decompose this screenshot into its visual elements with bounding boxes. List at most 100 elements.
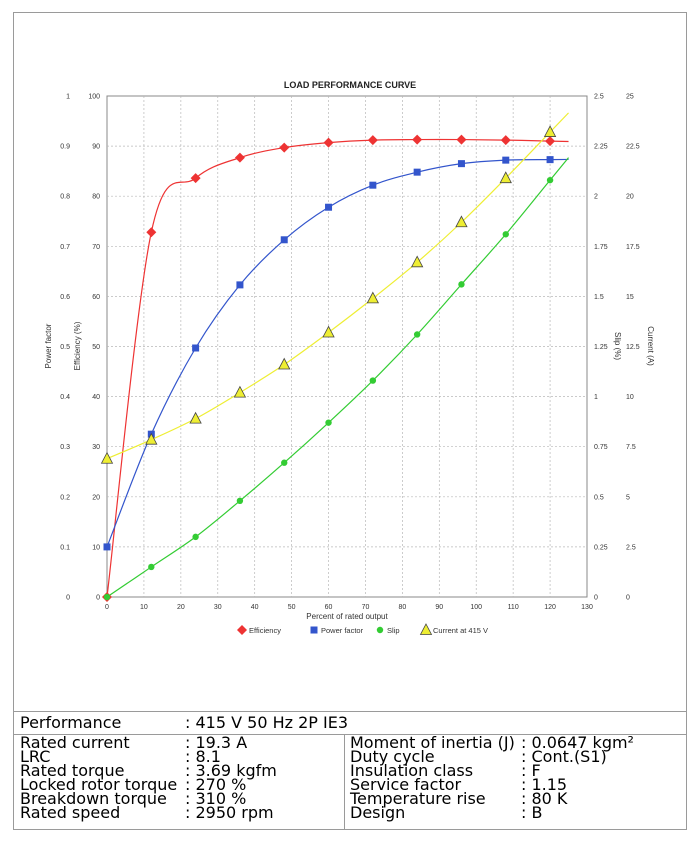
y-tick-label-efficiency: 40 [92,394,100,401]
x-tick-label: 10 [140,604,148,611]
point-efficiency [367,135,378,146]
spec-label: Rated speed [20,803,121,822]
y-tick-label-slip: 0.5 [594,494,604,501]
x-tick-label: 90 [435,604,443,611]
spec-label: Rated torque [20,761,125,780]
point-power-factor [546,156,554,164]
x-axis-label: Percent of rated output [306,612,388,621]
point-efficiency [323,137,334,148]
spec-label: Moment of inertia (J) [350,733,515,752]
legend-marker-slip [376,626,384,634]
y-tick-label-current: 20 [626,194,634,201]
x-tick-label: 70 [362,604,370,611]
x-tick-label: 40 [251,604,259,611]
point-current-at-415-v [100,451,114,464]
y-tick-label-power-factor: 0.6 [60,294,70,301]
y-tick-label-current: 25 [626,94,634,101]
chart-title: LOAD PERFORMANCE CURVE [284,80,416,90]
y-tick-label-power-factor: 0.1 [60,544,70,551]
legend-label-slip: Slip [387,626,400,635]
y-tick-label-efficiency: 0 [96,595,100,602]
spec-value: : 1.15 [521,775,568,794]
legend-marker-power-factor [310,626,318,634]
y-axis-label-slip: Slip (%) [613,332,622,360]
point-efficiency [500,135,511,146]
point-current-at-415-v [322,325,335,338]
x-tick-label: 120 [544,604,556,611]
spec-label: LRC [20,747,51,766]
point-current-at-415-v [499,171,512,184]
point-slip [148,563,155,571]
y-tick-label-power-factor: 0.5 [60,344,70,351]
point-power-factor [103,543,111,551]
point-efficiency [412,134,423,145]
y-tick-label-slip: 2.5 [594,94,604,101]
x-tick-label: 30 [214,604,222,611]
y-tick-label-slip: 0.75 [594,444,608,451]
legend-label-current-at-415-v: Current at 415 V [433,626,488,635]
legend-label-power-factor: Power factor [321,626,364,635]
point-efficiency [146,227,157,238]
y-tick-label-current: 5 [626,494,630,501]
axes: 0 10 20 30 40 50 60 70 80 90 100 110 120 13000.10.20.… [60,94,639,612]
legend-marker-current-at-415-v [419,623,433,635]
y-tick-label-current: 15 [626,294,634,301]
table-divider [13,711,687,712]
spec-column-divider [344,734,345,830]
spec-value: : 3.69 kgfm [185,761,277,780]
y-tick-label-current: 2.5 [626,544,636,551]
x-tick-label: 0 [105,604,109,611]
spec-value: : 270 % [185,775,247,794]
x-tick-label: 100 [470,604,482,611]
point-current-at-415-v [278,357,291,370]
point-current-at-415-v [543,125,557,137]
y-tick-label-efficiency: 30 [92,444,100,451]
point-power-factor [236,281,244,289]
y-tick-label-power-factor: 0.4 [60,394,70,401]
y-tick-label-efficiency: 60 [92,294,100,301]
y-axis-label-efficiency: Efficiency (%) [73,321,82,370]
spec-label: Duty cycle [350,747,435,766]
x-tick-label: 80 [398,604,406,611]
load-performance-chart: LOAD PERFORMANCE CURVE 0 10 20 30 40 50 60 70 80… [44,80,655,635]
y-tick-label-power-factor: 0.7 [60,244,70,251]
spec-value: : 310 % [185,789,247,808]
point-slip [281,459,288,466]
point-slip [236,497,244,505]
y-tick-label-current: 17.5 [626,244,640,251]
point-efficiency [234,152,245,163]
spec-label: Design [350,803,406,822]
point-efficiency [456,134,467,145]
spec-label: Locked rotor torque [20,775,178,794]
x-tick-label: 110 [508,604,519,611]
point-current-at-415-v [189,411,202,424]
point-slip [546,176,554,184]
y-tick-label-current: 22.5 [626,144,640,151]
point-current-at-415-v [455,215,468,228]
y-tick-label-current: 7.5 [626,444,636,451]
grid-lines [107,96,587,597]
y-tick-label-slip: 1 [594,394,598,401]
legend-marker-efficiency [237,625,247,635]
y-tick-label-efficiency: 20 [92,494,100,501]
spec-label: Temperature rise [350,789,486,808]
point-power-factor [457,160,465,168]
spec-value: : 19.3 A [185,733,248,752]
y-axis-label-power-factor: Power factor [44,323,53,368]
x-tick-label: 20 [177,604,185,611]
y-tick-label-slip: 1.75 [594,244,608,251]
y-tick-label-slip: 1.5 [594,294,604,301]
spec-value: : 0.0647 kgm² [521,733,634,752]
y-tick-label-power-factor: 0.2 [60,494,70,501]
y-tick-label-power-factor: 0.3 [60,444,70,451]
performance-label: Performance [20,713,122,732]
performance-value: : 415 V 50 Hz 2P IE3 [185,713,349,732]
point-efficiency [545,136,556,147]
spec-value: : B [521,803,543,822]
spec-label: Breakdown torque [20,789,167,808]
point-slip [325,419,332,426]
y-tick-label-slip: 2 [594,194,598,201]
y-tick-label-current: 0 [626,595,630,602]
x-tick-label: 60 [325,604,333,611]
spec-table: Performance : 415 V 50 Hz 2P IE3 Rated c… [13,711,687,830]
